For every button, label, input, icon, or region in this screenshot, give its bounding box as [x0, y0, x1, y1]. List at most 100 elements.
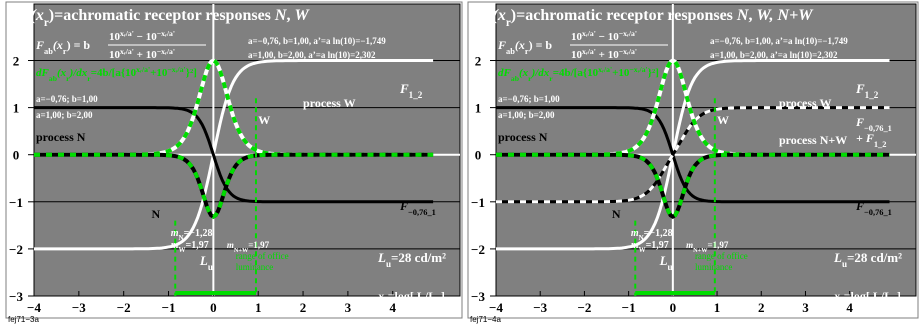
derivative-formula-part: +10	[150, 67, 168, 79]
formula-lhs-part: F	[497, 38, 506, 52]
label-fn-part: F	[399, 199, 408, 213]
formula-denominator-part: xᵣ/a'	[120, 47, 134, 56]
chart-title-part: (x	[31, 7, 44, 24]
x-tick-label: 0	[670, 300, 677, 315]
derivative-formula-part: =4b/[a{10	[553, 67, 599, 79]
label-mn: mN=−1,28	[631, 228, 673, 242]
params-line-2: a=1,00, b=2,00, a’=a ln(10)=2,302	[710, 50, 838, 60]
x-axis-label: xr=log[ L/Lu]	[833, 289, 901, 307]
label-mn-part: m	[631, 228, 639, 239]
label-fn: F−0,76_1	[399, 199, 436, 217]
label-mw-part: =1,97	[646, 240, 669, 251]
params-line-1-part: a=−0,76, b=1,00, a’=a ln(10)=−1,749	[248, 36, 386, 46]
chart-title-part: =achromatic receptor responses	[516, 7, 737, 24]
x-tick-label: 0	[210, 300, 217, 315]
chart-title-part: ab	[19, 17, 31, 29]
label-fnw: F−0,76_1	[855, 115, 892, 133]
label-mn-part: N	[639, 234, 644, 242]
formula-numerator-part: −xᵣ/a'	[157, 29, 175, 38]
derivative-formula-part: r	[549, 74, 553, 83]
chart-title-part: W	[294, 7, 310, 24]
label-mw-part: m	[171, 240, 179, 251]
formula-lhs-part: ab	[506, 47, 515, 56]
label-office-1: range of office	[236, 251, 289, 261]
formula-denominator-part: 10	[571, 49, 583, 61]
derivative-formula-part: ab	[49, 74, 57, 83]
label-lu-part: L	[199, 253, 208, 268]
label-mw: mW=1,97	[171, 240, 209, 254]
plot-area	[495, 3, 917, 297]
derivative-formula-part: (x	[519, 67, 529, 79]
formula-numerator-part: xᵣ/a'	[120, 29, 134, 38]
label-process-w-part: process W	[779, 96, 832, 110]
derivative-formula-part: ab	[511, 74, 519, 83]
params-line-1: a=−0,76, b=1,00, a’=a ln(10)=−1,749	[710, 36, 848, 46]
label-mnw: mN+W=1,97	[227, 240, 270, 254]
label-office-1-part: range of office	[236, 251, 289, 261]
y-tick-label: 0	[475, 148, 482, 163]
derivative-formula: dFab(xr)/dxr=4b/[a{10xᵣ/a'+10−xᵣ/a'}²]	[36, 65, 197, 83]
formula-lhs: Fab(xr) = b	[35, 38, 90, 56]
label-mnw-part: =1,97	[248, 240, 269, 250]
label-mnw: mN+W=1,97	[686, 240, 729, 254]
series-line-1	[496, 59, 890, 251]
formula-lhs-part: ab	[44, 47, 53, 56]
formula-lhs-part: (x	[515, 38, 525, 52]
params-line-1: a=−0,76, b=1,00, a’=a ln(10)=−1,749	[248, 36, 386, 46]
label-process-w: process W	[779, 96, 832, 110]
chart-title-part: r	[506, 17, 511, 29]
label-mnw-part: m	[227, 240, 234, 250]
label-office-2: luminance	[236, 262, 274, 272]
x-tick-label: 2	[758, 300, 765, 315]
label-lu-part: u	[668, 262, 673, 272]
label-office-1: range of office	[695, 251, 748, 261]
figure-caption: fej71−4a	[470, 315, 501, 324]
formula-denominator: 10xᵣ/a' + 10−xᵣ/a'	[571, 47, 637, 62]
derivative-formula-part: r	[87, 74, 91, 83]
label-f12-part: 1_2	[865, 90, 879, 100]
label-process-n: process N	[36, 130, 86, 144]
x-tick-label: −2	[577, 300, 591, 315]
y-tick-label: 1	[13, 101, 20, 116]
chart-title-part: F	[7, 7, 19, 24]
series-line-3-dash	[496, 106, 890, 204]
plot-area	[33, 3, 461, 297]
y-tick-label: −2	[471, 242, 485, 257]
label-lu-value-part: =28 cd/m²	[847, 250, 902, 265]
label-mw-part: W	[179, 246, 186, 254]
label-fnw2-part: 1_2	[874, 140, 887, 149]
label-process-w: process W	[303, 96, 356, 110]
formula-denominator-part: + 10	[596, 49, 619, 61]
param-box-1-part: a=−0,76; b=1,00	[36, 94, 98, 104]
label-process-n-part: process N	[36, 130, 86, 144]
y-tick-label: −1	[471, 195, 485, 210]
chart-title-part: =achromatic receptor responses	[54, 7, 275, 24]
param-box-2-part: a=1,00; b=2,00	[36, 110, 93, 120]
formula-denominator: 10xᵣ/a' + 10−xᵣ/a'	[109, 47, 175, 62]
chart-title: Fab(xr)=achromatic receptor responses N,…	[469, 7, 814, 29]
label-lu-part: u	[208, 262, 213, 272]
formula-numerator: 10xᵣ/a' − 10−xᵣ/a'	[571, 29, 637, 44]
y-tick-label: −1	[9, 195, 23, 210]
formula-lhs-part: r	[63, 47, 67, 56]
formula-lhs-part: r	[525, 47, 529, 56]
derivative-formula-part: r	[528, 74, 532, 83]
label-fnw-part: −0,76_1	[864, 124, 892, 133]
label-mn-part: =−1,28	[184, 228, 213, 239]
chart-title-part: N	[736, 7, 750, 24]
label-lu-value-part: u	[386, 259, 391, 269]
derivative-formula: dFab(xr)/dxr=4b/[a{10xᵣ/a'+10−xᵣ/a'}²]	[498, 65, 659, 83]
derivative-formula-part: dF	[498, 67, 512, 79]
x-axis-label-part: x	[833, 289, 840, 303]
label-process-n: process N	[498, 130, 548, 144]
chart-title: Fab(xr)=achromatic receptor responses N,…	[7, 7, 310, 29]
label-mn-part: =−1,28	[644, 228, 673, 239]
chart-title-part: ,	[748, 7, 756, 24]
series-line-4-dash	[34, 152, 434, 220]
x-axis-label-part: u	[436, 298, 441, 307]
x-tick-label: −1	[162, 300, 176, 315]
derivative-formula-part: xᵣ/a'	[598, 65, 612, 74]
label-mw-part: m	[631, 240, 639, 251]
x-axis-label-part: ]	[897, 289, 901, 303]
